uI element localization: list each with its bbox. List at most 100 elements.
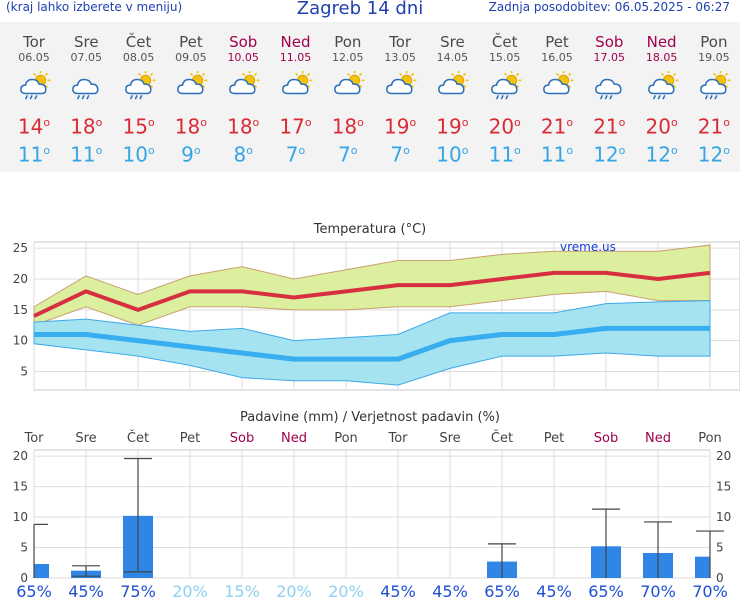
degree-sign: o xyxy=(43,144,51,157)
sun-cloud-icon xyxy=(331,70,365,101)
x-tick-label: Sre xyxy=(75,431,96,446)
max-temperature: 15o xyxy=(122,114,155,139)
forecast-day: Pet 09.05 18o 9o xyxy=(165,22,217,167)
min-temperature: 12o xyxy=(593,142,626,167)
degree-sign: o xyxy=(403,144,410,157)
day-date: 12.05 xyxy=(332,51,364,64)
day-date: 17.05 xyxy=(593,51,626,64)
precipitation-probability: 45% xyxy=(380,582,416,600)
min-temperature: 10o xyxy=(122,142,155,167)
x-tick-label: Čet xyxy=(127,430,149,446)
min-temperature: 11o xyxy=(70,142,103,167)
day-date: 18.05 xyxy=(645,51,678,64)
day-date: 11.05 xyxy=(279,51,312,64)
day-date: 10.05 xyxy=(227,51,259,64)
precipitation-probability: 65% xyxy=(588,582,624,600)
degree-sign: o xyxy=(461,144,469,157)
day-date: 07.05 xyxy=(70,51,103,64)
forecast-day: Ned 18.05 20o 12o xyxy=(636,22,688,167)
day-date: 06.05 xyxy=(18,51,50,64)
day-name: Sob xyxy=(229,33,258,51)
sun-cloud-rain-icon xyxy=(488,70,522,101)
degree-sign: o xyxy=(514,116,521,129)
sun-cloud-icon xyxy=(279,70,313,101)
min-temperature: 8o xyxy=(233,142,253,167)
day-date: 16.05 xyxy=(541,51,573,64)
precipitation-probability: 45% xyxy=(536,582,572,600)
y-tick-label: 25 xyxy=(13,241,28,255)
max-temperature: 17o xyxy=(279,114,312,139)
min-temperature: 12o xyxy=(645,142,678,167)
x-tick-label: Sre xyxy=(439,431,460,446)
forecast-day: Sre 14.05 19o 10o xyxy=(426,22,478,167)
y-tick-label: 0 xyxy=(20,571,28,585)
day-name: Tor xyxy=(23,33,45,51)
degree-sign: o xyxy=(618,144,626,157)
degree-sign: o xyxy=(514,144,521,157)
min-temperature: 10o xyxy=(436,142,469,167)
y-tick-label: 20 xyxy=(13,272,28,286)
forecast-strip: Tor 06.05 14o 11o Sre 07.05 18o 11o Čet 08.05 15o 1… xyxy=(0,22,740,172)
last-update: Zadnja posodobitev: 06.05.2025 - 06:27 xyxy=(488,0,730,14)
day-name: Pon xyxy=(700,33,728,51)
x-tick-label: Tor xyxy=(387,431,408,446)
day-name: Sre xyxy=(440,33,465,51)
forecast-day: Pon 12.05 18o 7o xyxy=(322,22,374,167)
y-tick-label: 5 xyxy=(716,541,724,555)
precipitation-probability: 65% xyxy=(484,582,520,600)
degree-sign: o xyxy=(193,144,201,157)
y-tick-label: 5 xyxy=(20,541,28,555)
day-date: 19.05 xyxy=(698,51,730,64)
min-temperature: 11o xyxy=(488,142,521,167)
y-tick-label: 0 xyxy=(716,571,724,585)
x-tick-label: Čet xyxy=(491,430,513,446)
precipitation-probability: 20% xyxy=(172,582,208,600)
max-temperature: 20o xyxy=(645,114,678,139)
degree-sign: o xyxy=(147,116,155,129)
min-temperature-band xyxy=(33,300,711,386)
sun-cloud-rain-icon xyxy=(17,70,51,101)
max-temperature: 14o xyxy=(17,114,51,139)
day-date: 15.05 xyxy=(488,51,521,64)
precipitation-probability: 20% xyxy=(276,582,312,600)
region-hint: (kraj lahko izberete v meniju) xyxy=(6,0,183,14)
degree-sign: o xyxy=(723,144,730,157)
min-temperature: 11o xyxy=(540,142,574,167)
degree-sign: o xyxy=(43,116,51,129)
day-date: 14.05 xyxy=(436,51,469,64)
degree-sign: o xyxy=(304,116,312,129)
precipitation-probability: 15% xyxy=(224,582,260,600)
degree-sign: o xyxy=(252,116,260,129)
max-temperature: 18o xyxy=(331,114,364,139)
degree-sign: o xyxy=(200,116,207,129)
day-name: Pon xyxy=(334,33,362,51)
degree-sign: o xyxy=(409,116,417,129)
precipitation-probability: 75% xyxy=(120,582,156,600)
precipitation-probability: 65% xyxy=(16,582,52,600)
max-temperature: 18o xyxy=(70,114,103,139)
sun-cloud-icon xyxy=(226,70,260,101)
forecast-day: Sob 10.05 18o 8o xyxy=(217,22,269,167)
x-tick-label: Ned xyxy=(281,431,307,446)
precipitation-bar xyxy=(695,556,710,578)
day-name: Ned xyxy=(646,33,677,51)
precipitation-bar xyxy=(34,563,49,578)
precipitation-probability: 20% xyxy=(328,582,364,600)
cloud-rain-icon xyxy=(592,71,626,101)
degree-sign: o xyxy=(670,144,678,157)
sun-cloud-icon xyxy=(174,70,208,101)
x-tick-label: Pon xyxy=(334,431,358,446)
degree-sign: o xyxy=(566,116,574,129)
max-temperature: 21o xyxy=(697,114,730,139)
sun-cloud-rain-icon xyxy=(122,70,156,101)
day-name: Sob xyxy=(595,33,624,51)
forecast-day: Tor 06.05 14o 11o xyxy=(8,22,60,167)
x-tick-label: Ned xyxy=(645,431,671,446)
max-temperature: 18o xyxy=(227,114,260,139)
precipitation-probability: 70% xyxy=(692,582,728,600)
degree-sign: o xyxy=(95,144,103,157)
degree-sign: o xyxy=(350,144,358,157)
degree-sign: o xyxy=(723,116,730,129)
max-temperature: 19o xyxy=(436,114,469,139)
forecast-day: Čet 08.05 15o 10o xyxy=(113,22,165,167)
